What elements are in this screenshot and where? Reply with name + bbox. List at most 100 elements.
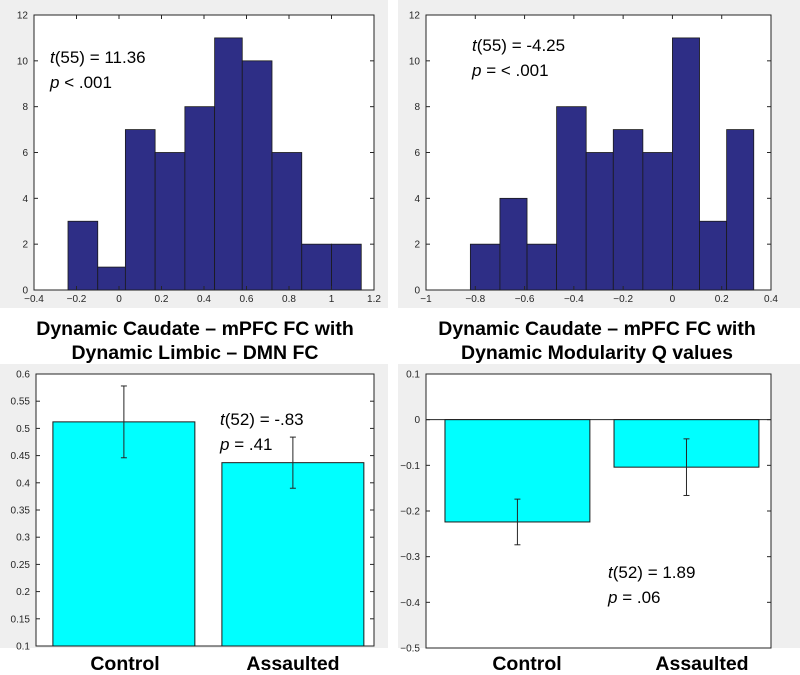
p-symbol: p	[49, 73, 59, 92]
y-tick-label: 2	[414, 240, 420, 251]
t-value: (55) = 11.36	[55, 48, 146, 67]
t-statistic: t(52) = 1.89	[608, 563, 695, 582]
y-tick-label: 0.4	[16, 478, 30, 489]
histogram-bar	[672, 37, 700, 291]
y-tick-label: 8	[22, 102, 28, 113]
histogram-bar	[612, 129, 644, 291]
bar-control	[52, 421, 196, 647]
x-tick-label: −0.8	[465, 294, 485, 305]
x-tick-label: 0.2	[155, 294, 169, 305]
histogram-bars	[67, 37, 362, 291]
histogram-bar	[726, 129, 755, 291]
y-tick-label: 2	[22, 240, 28, 251]
histogram-bar	[271, 152, 303, 291]
y-tick-label: 0.55	[11, 397, 31, 408]
y-tick-label: 0.6	[16, 370, 30, 381]
histogram-bar	[241, 60, 273, 291]
histogram-bar	[469, 243, 501, 291]
error-bars	[120, 385, 296, 489]
bar-chart-modularity-groups: −0.5 −0.4 −0.3 −0.2 −0.1 0 0.1 t(52) = 1.89 p …	[400, 370, 772, 655]
histogram-caudate-limbic: −0.4 −0.2 0 0.2 0.4 0.6 0.8 1 1.2 0 2 4 6 8 10 12 t(55…	[17, 11, 382, 306]
histogram-bar	[642, 152, 673, 291]
histogram-bar	[214, 37, 243, 291]
histogram-caudate-modularity: −1 −0.8 −0.6 −0.4 −0.2 0 0.2 0.4 0 2 4 6 8 10 12 t(55…	[409, 11, 779, 306]
histogram-bars	[469, 37, 755, 291]
t-symbol: t	[50, 48, 56, 67]
y-tick-label: −0.2	[400, 507, 420, 518]
error-bars	[514, 438, 690, 546]
category-label-assaulted-left: Assaulted	[246, 653, 339, 675]
x-axis-ticks: −1 −0.8 −0.6 −0.4 −0.2 0 0.2 0.4	[420, 15, 778, 305]
t-value: (52) = -.83	[225, 410, 304, 429]
histogram-bar	[184, 106, 216, 291]
y-tick-label: 4	[414, 194, 420, 205]
y-tick-label: 4	[22, 194, 28, 205]
y-tick-label: 0.1	[406, 370, 420, 381]
histogram-bar	[585, 152, 614, 291]
p-value: = < .001	[481, 61, 548, 80]
p-symbol: p	[607, 588, 617, 607]
p-value-text: p = < .001	[471, 61, 549, 80]
y-tick-label: −0.4	[400, 598, 420, 609]
x-tick-label: −0.4	[24, 294, 44, 305]
x-axis-ticks: −0.4 −0.2 0 0.2 0.4 0.6 0.8 1 1.2	[24, 15, 381, 305]
histogram-bar	[154, 152, 186, 291]
t-statistic: t(52) = -.83	[220, 410, 304, 429]
category-label-control-right: Control	[492, 653, 561, 675]
histogram-bar	[301, 243, 332, 291]
t-statistic: t(55) = -4.25	[472, 36, 565, 55]
y-axis-ticks: 0 2 4 6 8 10 12	[409, 11, 771, 297]
y-tick-label: 0.2	[16, 587, 30, 598]
histogram-bar	[124, 129, 156, 291]
p-symbol: p	[219, 435, 229, 454]
y-tick-label: 0.15	[11, 614, 31, 625]
histogram-bar	[499, 197, 528, 291]
y-tick-label: 0.35	[11, 506, 31, 517]
histogram-bar	[526, 243, 558, 291]
x-tick-label: −0.6	[515, 294, 535, 305]
caption-right-line1: Dynamic Caudate – mPFC FC with	[438, 318, 755, 340]
y-tick-label: −0.5	[400, 644, 420, 655]
x-tick-label: 0.4	[764, 294, 778, 305]
y-tick-label: 0	[22, 286, 28, 297]
t-statistic: t(55) = 11.36	[50, 48, 146, 67]
y-axis-ticks: 0 2 4 6 8 10 12	[17, 11, 374, 297]
x-tick-label: 0.8	[282, 294, 296, 305]
y-tick-label: 6	[414, 148, 420, 159]
x-tick-label: −0.2	[67, 294, 87, 305]
x-tick-label: 0	[670, 294, 676, 305]
histogram-bar	[556, 106, 587, 291]
y-tick-label: 8	[414, 102, 420, 113]
t-symbol: t	[220, 410, 226, 429]
y-tick-label: 0.45	[11, 451, 31, 462]
y-tick-label: 10	[17, 56, 29, 67]
t-symbol: t	[472, 36, 478, 55]
x-tick-label: 1	[329, 294, 335, 305]
y-tick-label: 0.3	[16, 533, 30, 544]
y-tick-label: 12	[17, 11, 29, 22]
y-tick-label: 0.1	[16, 642, 30, 653]
p-value: = .41	[229, 435, 272, 454]
p-symbol: p	[471, 61, 481, 80]
y-axis-ticks: 0.1 0.15 0.2 0.25 0.3 0.35 0.4 0.45 0.5 0.55 0.6	[11, 370, 374, 653]
y-tick-label: 0.5	[16, 424, 30, 435]
p-value-text: p < .001	[49, 73, 112, 92]
y-tick-label: 6	[22, 148, 28, 159]
y-tick-label: 10	[409, 56, 421, 67]
y-tick-label: 12	[409, 11, 421, 22]
caption-left-line1: Dynamic Caudate – mPFC FC with	[36, 318, 353, 340]
x-tick-label: 1.2	[367, 294, 381, 305]
histogram-bar	[331, 243, 362, 291]
y-tick-label: 0	[414, 286, 420, 297]
p-value: < .001	[59, 73, 111, 92]
p-value-text: p = .41	[219, 435, 272, 454]
histogram-bar	[67, 220, 99, 291]
y-tick-label: 0	[414, 415, 420, 426]
p-value-text: p = .06	[607, 588, 660, 607]
bar-chart-limbic-groups: 0.1 0.15 0.2 0.25 0.3 0.35 0.4 0.45 0.5 0.55 0.6 t…	[11, 370, 375, 653]
x-tick-label: −1	[420, 294, 432, 305]
x-tick-label: 0.2	[715, 294, 729, 305]
t-symbol: t	[608, 563, 614, 582]
y-tick-label: −0.3	[400, 552, 420, 563]
